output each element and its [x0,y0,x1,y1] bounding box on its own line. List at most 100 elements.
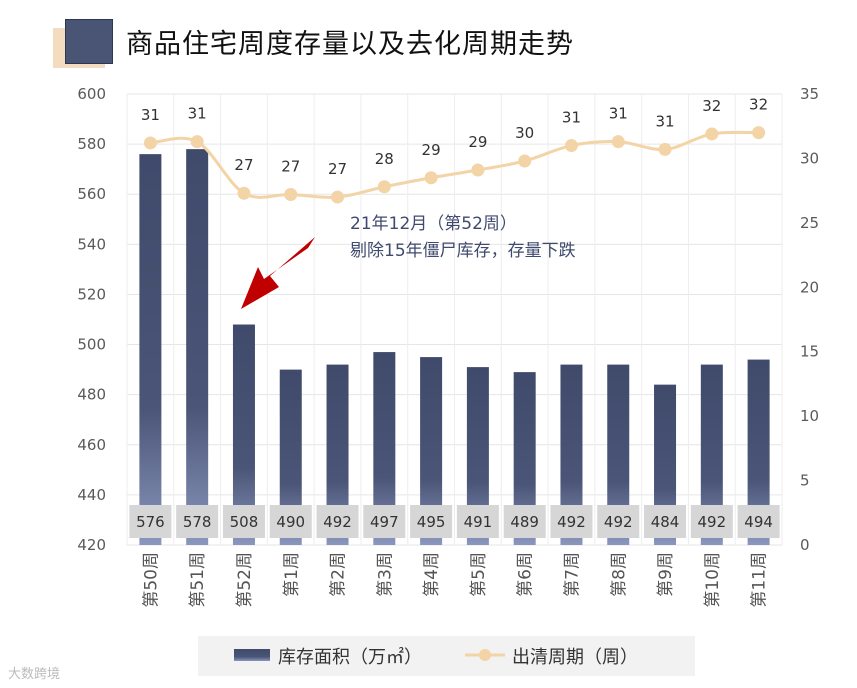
annotation-line-2: 剔除15年僵尸库存，存量下跌 [350,241,576,261]
legend-label-line: 出清周期（周） [512,647,638,668]
x-axis-label: 第50周 [141,552,161,608]
left-axis-tick: 420 [77,536,106,554]
line-value-label: 31 [188,105,207,123]
line-value-label: 28 [375,150,394,168]
bar-label-box [503,505,546,538]
bar-value-label: 492 [557,513,586,531]
bar [186,149,209,545]
bar-value-labels: 576 578 508 490 492 497 495 491 489 492 492 484 492 4… [129,505,780,538]
x-axis-label: 第8周 [609,552,629,597]
left-axis-tick: 460 [77,436,106,454]
x-axis-label: 第2周 [329,552,349,597]
x-axis-label: 第5周 [469,552,489,597]
bar-value-label: 494 [744,513,773,531]
bar [607,364,630,545]
bar [373,352,396,545]
bar-value-label: 497 [370,513,399,531]
bar-value-label: 492 [323,513,352,531]
bar-label-box [644,505,687,538]
x-axis-labels: 第50周 第51周 第52周 第1周 第2周 第3周 第4周 第5周 第6周 第7周 第8周 第9周 第… [141,552,769,608]
right-axis-tick: 25 [800,214,819,232]
left-axis-tick: 600 [77,85,106,103]
annotation-line-1: 21年12月（第52周） [350,214,517,234]
left-axis-tick: 440 [77,486,106,504]
x-axis-label: 第51周 [188,552,208,608]
line-point [752,126,766,140]
left-axis-tick: 500 [77,336,106,354]
bar-value-label: 489 [510,513,539,531]
line-value-label: 31 [562,109,581,127]
line-point [658,142,672,156]
bar [654,384,677,545]
line-point [471,163,485,177]
line-point [518,154,532,168]
left-axis-tick: 480 [77,386,106,404]
right-axis: 0 5 10 15 20 25 30 35 [800,85,819,554]
right-axis-tick: 20 [800,278,819,296]
bar [466,367,489,545]
right-axis-tick: 5 [800,472,810,490]
bar-value-label: 484 [651,513,680,531]
bar-label-box [316,505,359,538]
bar-value-label: 578 [183,513,212,531]
watermark: 大数跨境 [8,667,61,682]
bar-label-box [597,505,640,538]
line-value-labels: 31 31 27 27 27 28 29 29 30 31 31 31 32 32 [141,96,768,178]
x-axis-label: 第7周 [562,552,582,597]
legend-swatch-bar [234,649,270,661]
line-point [284,188,298,202]
line-point [237,186,251,200]
line-series [143,126,766,204]
left-axis-tick: 560 [77,185,106,203]
bar [279,369,302,545]
x-axis-label: 第4周 [422,552,442,597]
legend-label-bar: 库存面积（万㎡） [278,646,422,668]
x-axis-label: 第9周 [656,552,676,597]
line-value-label: 29 [422,141,441,159]
bar-label-box [363,505,406,538]
bar-label-box [737,505,780,538]
bar-value-label: 576 [136,513,165,531]
bar [700,364,723,545]
bar-label-box [550,505,593,538]
line-value-label: 32 [702,97,721,115]
line-value-label: 31 [141,106,160,124]
line-value-label: 27 [234,156,253,174]
legend-swatch-marker [479,649,491,661]
bar [747,359,770,545]
line-point [564,139,578,153]
line-point [331,190,345,204]
bar [232,324,255,545]
bar [326,364,349,545]
bar-value-label: 508 [230,513,259,531]
bar-value-label: 495 [417,513,446,531]
legend: 库存面积（万㎡） 出清周期（周） [198,636,695,676]
line-value-label: 29 [468,133,487,151]
bar-value-label: 491 [464,513,493,531]
x-axis-label: 第3周 [375,552,395,597]
bar-series [139,149,770,545]
x-axis-label: 第10周 [703,552,723,608]
bar [513,372,536,545]
arrow-shape [241,237,315,309]
x-axis-label: 第1周 [282,552,302,597]
bar-label-box [129,505,172,538]
right-axis-tick: 15 [800,343,819,361]
bar-label-box [269,505,312,538]
left-axis: 420 440 460 480 500 520 540 560 580 600 [77,85,106,554]
gridlines [126,93,783,546]
line-point [143,136,157,150]
chart-title: 商品住宅周度存量以及去化周期走势 [126,29,574,60]
x-axis-label: 第52周 [235,552,255,608]
left-axis-tick: 520 [77,285,106,303]
line-point [611,135,625,149]
line-point [377,180,391,194]
title-bar: 商品住宅周度存量以及去化周期走势 [0,0,857,80]
right-axis-tick: 35 [800,85,819,103]
bar [139,154,162,545]
right-axis-tick: 10 [800,407,819,425]
line-point [705,127,719,141]
bar-value-label: 490 [276,513,305,531]
right-axis-tick: 0 [800,536,810,554]
annotation-arrow [241,237,315,309]
